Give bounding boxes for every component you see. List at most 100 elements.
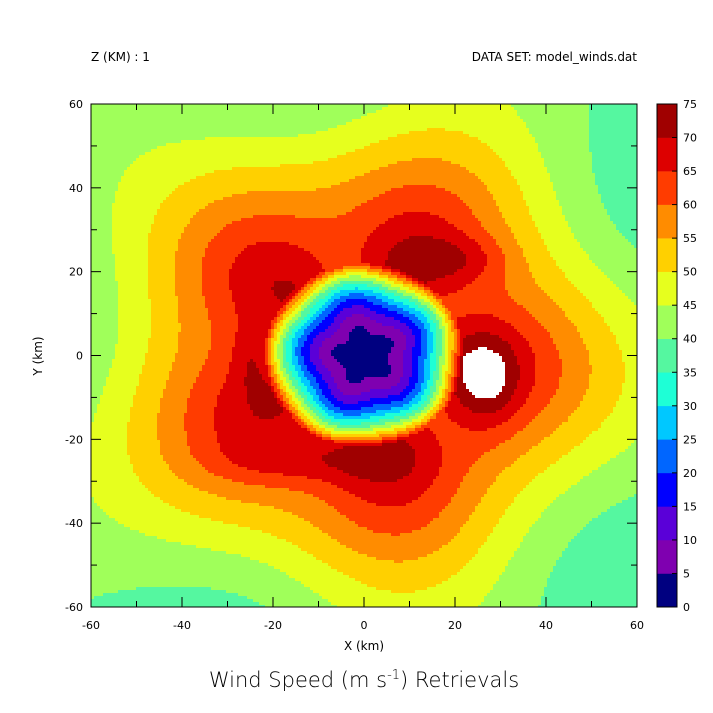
contour-cell — [619, 170, 622, 173]
contour-cell — [406, 176, 409, 179]
contour-cell — [496, 161, 499, 164]
contour-cell — [94, 164, 97, 167]
contour-cell — [349, 152, 352, 155]
contour-cell — [352, 107, 355, 110]
contour-cell — [481, 176, 484, 179]
contour-cell — [376, 176, 379, 179]
contour-cell — [445, 170, 448, 173]
contour-cell — [511, 167, 514, 170]
contour-cell — [103, 176, 106, 179]
contour-cell — [208, 155, 211, 158]
contour-cell — [583, 164, 586, 167]
contour-cell — [169, 107, 172, 110]
contour-cell — [568, 182, 571, 185]
contour-cell — [394, 137, 397, 140]
contour-cell — [481, 152, 484, 155]
contour-cell — [580, 179, 583, 182]
contour-cell — [556, 146, 559, 149]
contour-cell — [298, 131, 301, 134]
contour-cell — [499, 119, 502, 122]
contour-cell — [577, 143, 580, 146]
contour-cell — [325, 173, 328, 176]
contour-cell — [538, 179, 541, 182]
contour-cell — [436, 128, 439, 131]
contour-cell — [394, 167, 397, 170]
contour-cell — [142, 119, 145, 122]
contour-cell — [241, 176, 244, 179]
contour-cell — [478, 110, 481, 113]
contour-cell — [415, 137, 418, 140]
contour-cell — [310, 143, 313, 146]
contour-cell — [472, 176, 475, 179]
contour-cell — [268, 113, 271, 116]
contour-cell — [112, 110, 115, 113]
contour-cell — [580, 173, 583, 176]
contour-cell — [484, 125, 487, 128]
contour-cell — [373, 176, 376, 179]
contour-cell — [202, 179, 205, 182]
contour-cell — [250, 128, 253, 131]
contour-cell — [505, 170, 508, 173]
contour-cell — [490, 122, 493, 125]
contour-cell — [469, 110, 472, 113]
contour-cell — [601, 155, 604, 158]
contour-cell — [403, 131, 406, 134]
contour-cell — [292, 155, 295, 158]
contour-cell — [148, 185, 151, 188]
contour-cell — [406, 170, 409, 173]
contour-cell — [565, 155, 568, 158]
contour-cell — [268, 161, 271, 164]
contour-cell — [223, 128, 226, 131]
contour-cell — [304, 164, 307, 167]
contour-cell — [595, 113, 598, 116]
contour-cell — [454, 137, 457, 140]
contour-cell — [415, 131, 418, 134]
contour-cell — [244, 182, 247, 185]
contour-cell — [193, 107, 196, 110]
contour-cell — [97, 107, 100, 110]
contour-cell — [112, 185, 115, 188]
contour-cell — [229, 179, 232, 182]
contour-cell — [370, 155, 373, 158]
contour-cell — [247, 152, 250, 155]
contour-cell — [328, 119, 331, 122]
contour-cell — [580, 182, 583, 185]
contour-cell — [178, 110, 181, 113]
contour-cell — [568, 158, 571, 161]
contour-cell — [319, 176, 322, 179]
contour-cell — [349, 143, 352, 146]
contour-cell — [460, 137, 463, 140]
contour-cell — [136, 113, 139, 116]
contour-cell — [547, 173, 550, 176]
contour-cell — [148, 140, 151, 143]
contour-cell — [490, 104, 493, 107]
contour-cell — [433, 173, 436, 176]
contour-cell — [277, 134, 280, 137]
contour-cell — [595, 134, 598, 137]
contour-cell — [145, 176, 148, 179]
contour-cell — [220, 113, 223, 116]
contour-cell — [304, 182, 307, 185]
contour-cell — [301, 128, 304, 131]
contour-cell — [400, 155, 403, 158]
contour-cell — [229, 125, 232, 128]
contour-cell — [535, 155, 538, 158]
contour-cell — [448, 122, 451, 125]
contour-cell — [217, 113, 220, 116]
contour-cell — [118, 131, 121, 134]
contour-cell — [154, 122, 157, 125]
contour-cell — [325, 164, 328, 167]
contour-cell — [478, 125, 481, 128]
contour-cell — [367, 131, 370, 134]
contour-cell — [319, 182, 322, 185]
contour-cell — [463, 182, 466, 185]
contour-cell — [301, 149, 304, 152]
contour-cell — [412, 125, 415, 128]
contour-cell — [334, 176, 337, 179]
contour-cell — [622, 179, 625, 182]
contour-cell — [277, 110, 280, 113]
contour-cell — [196, 116, 199, 119]
contour-cell — [208, 107, 211, 110]
contour-cell — [457, 143, 460, 146]
contour-cell — [310, 167, 313, 170]
